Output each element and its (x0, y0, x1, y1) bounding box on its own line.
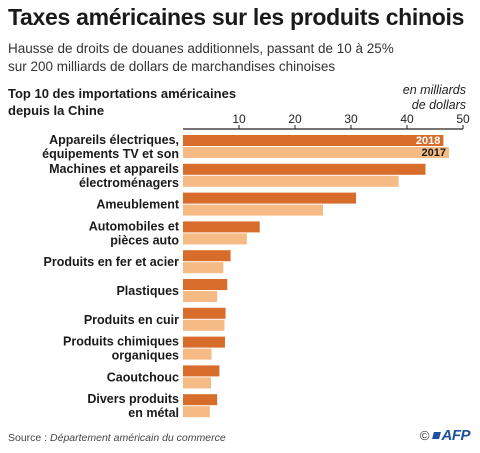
x-tick-label-2: 30 (344, 112, 358, 126)
bar-2017-8 (183, 377, 211, 389)
afp-logo-dot-icon (431, 432, 441, 439)
bar-2017-9 (183, 406, 210, 418)
category-label-2-0: Ameublement (96, 198, 179, 212)
bar-2018-6 (183, 307, 226, 319)
bar-2018-2 (183, 192, 357, 204)
bar-2017-5 (183, 291, 218, 302)
category-label-3-1: pièces auto (110, 233, 179, 247)
bar-2017-3 (183, 233, 247, 245)
category-label-3-0: Automobiles et (89, 219, 180, 233)
category-label-9-1: en métal (128, 406, 179, 420)
category-label-7-0: Produits chimiques (63, 335, 179, 349)
subtitle-line-1: Hausse de droits de douanes additionnels… (8, 41, 394, 56)
bar-2018-8 (183, 365, 220, 377)
bar-2018-5 (183, 279, 228, 290)
copyright-icon: © (419, 428, 430, 443)
category-label-7-1: organiques (112, 349, 179, 363)
chart-heading-line-1: Top 10 des importations américaines (8, 86, 237, 101)
unit-label-line-2: de dollars (411, 98, 466, 112)
bar-2018-4 (183, 250, 231, 262)
source-text: Département américain du commerce (50, 432, 226, 444)
bar-2018-7 (183, 336, 225, 348)
source-label: Source : (8, 432, 48, 444)
afp-logo-mark: AFP (431, 427, 471, 444)
unit-label-line-1: en milliards (402, 83, 466, 97)
category-label-6-0: Produits en cuir (84, 313, 179, 327)
chart-title: Taxes américaines sur les produits chino… (8, 4, 465, 30)
category-label-5-0: Plastiques (116, 284, 179, 298)
category-label-8-0: Caoutchouc (107, 370, 179, 384)
unit-label: en milliards de dollars (403, 83, 466, 113)
bar-2017-1 (183, 175, 399, 187)
chart-heading: Top 10 des importations américaines depu… (8, 85, 236, 119)
category-label-9-0: Divers produits (87, 392, 179, 406)
x-tick-label-1: 20 (288, 112, 302, 126)
category-label-1-1: électroménagers (79, 176, 179, 190)
chart-subtitle: Hausse de droits de douanes additionnels… (8, 40, 448, 76)
category-label-1-0: Machines et appareils (49, 162, 179, 176)
bar-2018-1 (183, 163, 426, 175)
x-tick-label-0: 10 (232, 112, 246, 126)
subtitle-line-2: sur 200 milliards de dollars de marchand… (8, 59, 336, 74)
category-label-0-0: Appareils électriques, (49, 133, 179, 147)
category-label-4-0: Produits en fer et acier (44, 255, 180, 269)
bar-2018-3 (183, 221, 260, 233)
bar-2017-7 (183, 348, 212, 360)
afp-logo-text: AFP (441, 427, 471, 444)
chart-heading-line-2: depuis la Chine (8, 103, 105, 118)
bar-2017-4 (183, 262, 224, 274)
bar-2018-9 (183, 394, 218, 406)
category-label-0-1: équipements TV et son (42, 147, 179, 161)
x-tick-label-4: 50 (456, 112, 470, 126)
afp-logo: © AFP (419, 427, 471, 444)
bar-2017-0 (183, 147, 449, 158)
bar-2017-2 (183, 204, 323, 216)
bar-2018-0 (183, 135, 444, 146)
series-label-2018: 2018 (416, 135, 440, 147)
series-label-2017: 2017 (422, 147, 446, 159)
x-tick-label-3: 40 (400, 112, 414, 126)
bar-2017-6 (183, 319, 225, 331)
source-note: Source : Département américain du commer… (8, 432, 226, 444)
